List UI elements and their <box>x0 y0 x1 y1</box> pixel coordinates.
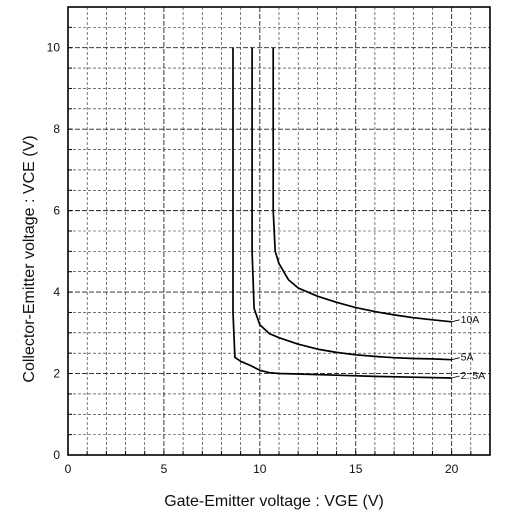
x-tick-labels: 0 5 10 15 20 <box>65 462 459 476</box>
y-tick-labels: 0 2 4 6 8 10 <box>47 41 61 462</box>
x-tick-label: 5 <box>161 462 168 476</box>
major-grid <box>68 7 490 455</box>
series-label: 5A <box>461 352 474 364</box>
series-line <box>251 47 452 361</box>
series-leader-line <box>451 357 460 361</box>
y-tick-label: 8 <box>53 122 60 136</box>
series-label: 2. 5A <box>461 370 486 382</box>
y-tick-label: 10 <box>47 41 61 55</box>
x-tick-label: 10 <box>253 462 267 476</box>
tick-marks <box>67 6 491 456</box>
x-axis-title: Gate-Emitter voltage : VGE (V) <box>164 493 384 510</box>
series-leader-line <box>451 375 460 379</box>
series-leader-line <box>451 319 460 323</box>
y-tick-label: 2 <box>53 367 60 381</box>
y-axis-title: Collector-Emitter voltage : VCE (V) <box>21 135 38 382</box>
minor-grid <box>68 7 490 455</box>
y-tick-label: 0 <box>53 448 60 462</box>
series-label: 10A <box>461 314 480 326</box>
y-tick-label: 6 <box>53 204 60 218</box>
series-labels: 10A 5A 2. 5A <box>451 314 486 382</box>
series-line <box>232 47 452 379</box>
x-tick-label: 0 <box>65 462 72 476</box>
y-tick-label: 4 <box>53 285 60 299</box>
series-lines <box>232 47 452 379</box>
x-tick-label: 20 <box>445 462 459 476</box>
x-tick-label: 15 <box>349 462 363 476</box>
series-line <box>272 47 452 323</box>
